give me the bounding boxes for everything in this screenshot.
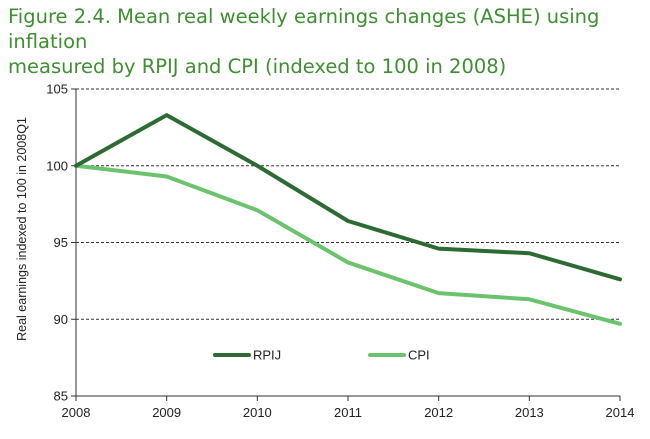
legend: RPIJ CPI (213, 348, 430, 363)
y-tick-labels: 85 90 95 100 105 (46, 82, 68, 404)
figure-title: Figure 2.4. Mean real weekly earnings ch… (8, 4, 648, 79)
legend-label-rpij: RPIJ (253, 348, 281, 363)
y-tick-label-85: 85 (54, 389, 68, 404)
y-axis-label: Real earnings indexed to 100 in 2008Q1 (15, 117, 29, 341)
series-lines (74, 113, 622, 326)
series-line-rpij (74, 113, 622, 282)
grid-lines (76, 88, 620, 320)
y-tick-label-95: 95 (54, 235, 68, 250)
figure-title-line-2: measured by RPIJ and CPI (indexed to 100… (8, 55, 507, 78)
x-tick-label-2009: 2009 (152, 405, 181, 420)
x-tick-label-2014: 2014 (606, 405, 635, 420)
y-tick-label-105: 105 (46, 82, 68, 97)
x-tick-label-2010: 2010 (243, 405, 272, 420)
series-line-cpi (74, 163, 622, 326)
y-tick-label-90: 90 (54, 312, 68, 327)
x-tick-labels: 2008 2009 2010 2011 2012 2013 2014 (62, 405, 635, 420)
x-tick-label-2011: 2011 (334, 405, 362, 420)
x-tick-label-2013: 2013 (515, 405, 544, 420)
x-tick-label-2012: 2012 (424, 405, 453, 420)
legend-label-cpi: CPI (408, 348, 430, 363)
x-tick-label-2008: 2008 (62, 405, 91, 420)
y-tick-label-100: 100 (46, 158, 68, 173)
axes (71, 88, 621, 401)
figure-title-line-1: Figure 2.4. Mean real weekly earnings ch… (8, 5, 600, 53)
